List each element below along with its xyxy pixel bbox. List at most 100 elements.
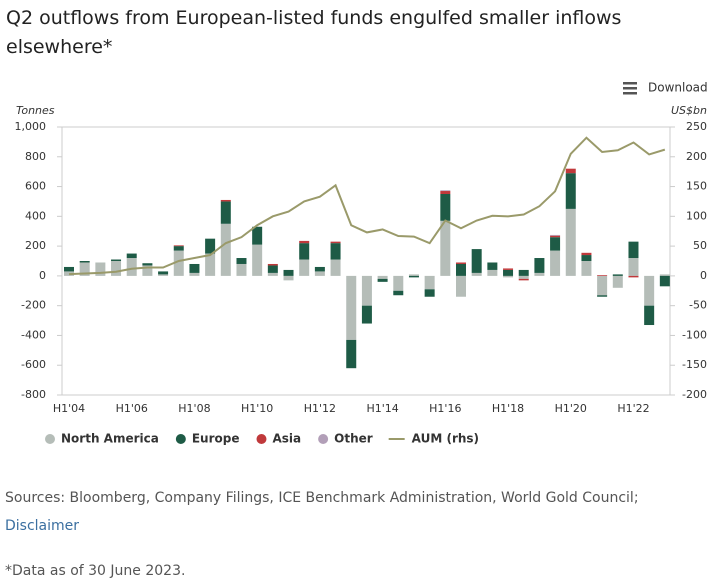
x-tick-label: H1'22 — [617, 402, 649, 415]
y2-tick-label: 150 — [686, 180, 707, 193]
y-tick-label: 600 — [25, 180, 46, 193]
bar-segment — [220, 201, 231, 224]
bar-segment — [628, 258, 639, 276]
bar-segment — [330, 243, 341, 260]
y2-tick-label: 50 — [693, 239, 707, 252]
legend-label[interactable]: Other — [334, 432, 373, 446]
y2-tick-label: -200 — [682, 388, 707, 401]
bar-segment — [440, 191, 451, 194]
legend-label[interactable]: Europe — [192, 432, 240, 446]
bar-segment — [424, 275, 435, 290]
bar-segment — [628, 241, 639, 259]
bar-segment — [565, 168, 576, 174]
bar-segment — [252, 244, 263, 276]
bar-segment — [565, 173, 576, 209]
bar-segment — [550, 235, 561, 238]
y2-tick-label: 250 — [686, 120, 707, 133]
y2-tick-label: 100 — [686, 209, 707, 222]
disclaimer-link[interactable]: Disclaimer — [5, 518, 80, 534]
bar-segment — [487, 262, 498, 270]
legend-swatch[interactable] — [45, 434, 55, 444]
y2-tick-label: -150 — [682, 358, 707, 371]
bar-segment — [111, 259, 122, 261]
bar-segment — [64, 266, 74, 272]
bar-segment — [534, 258, 545, 273]
y-tick-label: -400 — [21, 328, 46, 341]
bar-segment — [95, 262, 106, 276]
bar-segment — [158, 274, 169, 276]
bar-segment — [267, 263, 278, 266]
bar-segment — [126, 258, 137, 276]
y-tick-label: 400 — [25, 209, 46, 222]
bar-segment — [659, 275, 670, 287]
bar-segment — [408, 274, 419, 276]
bar-segment — [346, 275, 357, 340]
bar-segment — [142, 263, 153, 266]
bar-segment — [361, 305, 372, 324]
bar-segment — [220, 199, 231, 202]
legend-label[interactable]: AUM (rhs) — [412, 432, 479, 446]
download-label[interactable]: Download — [648, 81, 708, 95]
bar-segment — [440, 194, 451, 221]
bar-segment — [487, 269, 498, 276]
bar-segment — [314, 266, 325, 272]
bar-segment — [158, 271, 169, 275]
bar-segment — [471, 272, 482, 276]
legend-swatch[interactable] — [256, 434, 267, 444]
bar-segment — [581, 261, 592, 276]
bar-segment — [644, 305, 655, 326]
bar-segment — [503, 275, 514, 278]
x-tick-label: H1'04 — [53, 402, 85, 415]
legend-swatch[interactable] — [318, 434, 329, 444]
bar-segment — [628, 275, 639, 278]
bar-segment — [408, 275, 419, 278]
x-tick-label: H1'12 — [304, 402, 336, 415]
y-tick-label: 0 — [39, 269, 46, 282]
bar-segment — [659, 274, 670, 276]
sources: Sources: Bloomberg, Company Filings, ICE… — [5, 490, 639, 506]
bar-segment — [252, 226, 263, 245]
bar-segment — [597, 295, 608, 297]
bar-segment — [377, 278, 388, 282]
bar-segment — [330, 241, 341, 244]
y-tick-label: -800 — [21, 388, 46, 401]
bar-segment — [518, 269, 529, 276]
bar-segment — [299, 259, 310, 276]
y-tick-label: 800 — [25, 150, 46, 163]
bar-segment — [550, 237, 561, 251]
legend-label[interactable]: Asia — [272, 432, 301, 446]
bar-segment — [597, 275, 608, 276]
y-tick-label: -600 — [21, 358, 46, 371]
y2-tick-label: -50 — [689, 299, 707, 312]
menu-icon — [623, 92, 637, 95]
x-tick-label: H1'14 — [366, 402, 398, 415]
bar-segment — [503, 268, 514, 270]
bar-segment — [503, 269, 514, 276]
bar-segment — [111, 261, 122, 276]
x-tick-label: H1'20 — [555, 402, 587, 415]
y-tick-label: 1,000 — [15, 120, 47, 133]
bar-segment — [205, 238, 216, 254]
bar-segment — [283, 275, 294, 281]
bar-segment — [565, 208, 576, 276]
bar-segment — [361, 275, 372, 306]
bar-segment — [393, 290, 404, 296]
bar-segment — [299, 240, 310, 244]
bar-segment — [79, 262, 90, 276]
y-axis-label: Tonnes — [16, 104, 55, 117]
legend-swatch[interactable] — [175, 434, 186, 444]
aum-line — [68, 136, 666, 276]
bar-segment — [299, 243, 310, 260]
bar-segment — [314, 271, 325, 276]
bar-segment — [597, 275, 608, 296]
bar-segment — [581, 252, 592, 256]
bar-segment — [393, 275, 404, 291]
download-button[interactable]: Download — [623, 81, 708, 95]
legend-label[interactable]: North America — [61, 432, 159, 446]
bar-segment — [440, 190, 451, 192]
bar-segment — [377, 275, 388, 279]
bar-segment — [612, 275, 623, 288]
bar-segment — [518, 278, 529, 281]
x-tick-label: H1'10 — [241, 402, 273, 415]
